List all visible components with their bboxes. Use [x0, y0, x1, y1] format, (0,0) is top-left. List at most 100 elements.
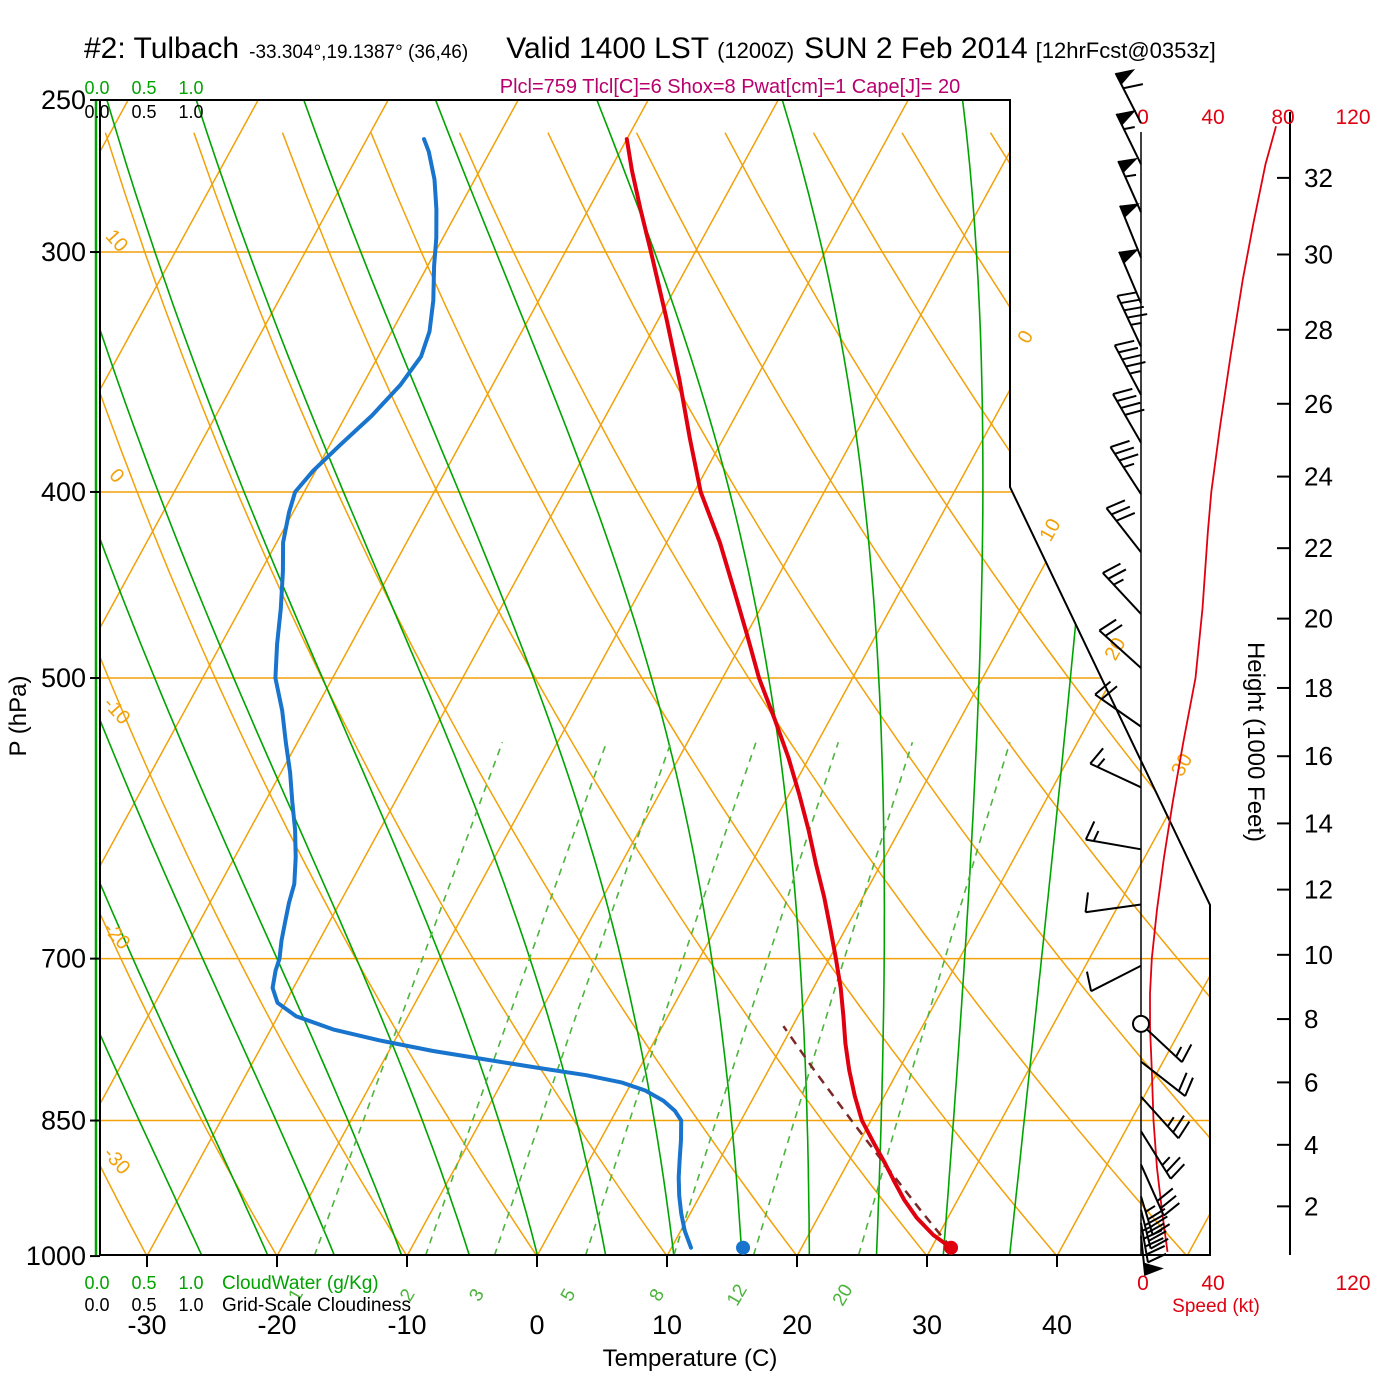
mixing-ratio-label: 3: [465, 1285, 488, 1305]
pressure-tick-label: 250: [41, 85, 86, 115]
wind-barb-staff: [1140, 1130, 1172, 1180]
wind-barb-halffeather: [1123, 126, 1135, 131]
height-tick-label: 6: [1304, 1067, 1318, 1097]
wind-barb-feather: [1177, 1072, 1188, 1092]
wind-barb-staff: [1112, 393, 1142, 444]
height-tick-label: 20: [1304, 604, 1333, 634]
speed-axis-title: Speed (kt): [1172, 1296, 1260, 1317]
wind-barb-feather: [1085, 971, 1093, 992]
wind-barb-staff: [1140, 1095, 1180, 1139]
height-axis-title: Height (1000 Feet): [1242, 642, 1269, 842]
wind-barb-staff: [1102, 572, 1142, 615]
wind-barb-halffeather: [1145, 1205, 1156, 1213]
plot-border: [99, 99, 1211, 1256]
mixing-ratio-label: 8: [646, 1285, 669, 1305]
wind-barb-feather: [1147, 1252, 1167, 1264]
cloudiness-tick-bottom: 0.5: [131, 1295, 156, 1315]
height-tick-label: 16: [1304, 741, 1333, 771]
isotherm-label: 20: [1101, 634, 1131, 664]
mixing-ratio-label: 5: [557, 1285, 580, 1305]
valid-date: SUN 2 Feb 2014: [804, 32, 1028, 65]
height-tick-label: 28: [1304, 315, 1333, 345]
wind-barb-feather: [1147, 1207, 1166, 1221]
wind-barb-feather: [1148, 1230, 1167, 1242]
wind-barb-feather: [1159, 1194, 1177, 1210]
station-title: #2: Tulbach: [84, 32, 240, 65]
wind-barb-feather: [1106, 499, 1126, 510]
wind-barb-staff: [1085, 903, 1142, 914]
wind-barb-staff: [1140, 1235, 1147, 1276]
wind-barb-feather: [1117, 291, 1138, 297]
wind-barb-halffeather: [1175, 1046, 1183, 1058]
wind-barb-halffeather: [1141, 1225, 1153, 1232]
wind-barbs: [1084, 68, 1194, 1276]
wind-barb-halffeather: [1129, 370, 1141, 375]
pressure-tick-label: 400: [41, 477, 86, 507]
surface-dewpoint-dot: [736, 1240, 751, 1255]
wind-barb-feather: [1084, 892, 1089, 913]
wind-barb-staff: [1140, 1060, 1186, 1097]
wind-barb-feather: [1123, 305, 1144, 312]
speed-tick-bottom: 0: [1137, 1272, 1149, 1295]
wind-barb-staff: [1114, 72, 1142, 124]
wind-barb-halffeather: [1123, 462, 1135, 469]
cloudwater-tick-bottom: 1.0: [178, 1273, 203, 1293]
wind-barb-feather: [1120, 401, 1141, 409]
wind-barb-staff: [1089, 762, 1142, 789]
height-tick-label: 2: [1304, 1191, 1318, 1221]
wind-barb-staff: [1098, 629, 1142, 669]
wind-barb-staff: [1109, 446, 1142, 495]
wind-barb-feather: [1184, 1077, 1194, 1097]
forecast-tag: [12hrFcst@0353z]: [1035, 38, 1216, 63]
wind-barb-feather: [1172, 1115, 1185, 1133]
isotherm-label: 10: [1035, 515, 1065, 545]
wind-barb-halffeather: [1130, 321, 1142, 326]
wind-barb-halffeather: [1096, 757, 1106, 768]
wind-barb-staff: [1140, 1023, 1183, 1063]
wind-barb-flag: [1119, 248, 1139, 264]
cloudiness-axis-title: Grid-Scale Cloudiness: [222, 1295, 411, 1316]
parcel-path: [782, 1025, 952, 1249]
wind-barb-feather: [1094, 680, 1112, 696]
isotherm-label: 0: [1014, 327, 1039, 347]
dewpoint-trace: [270, 137, 693, 1250]
wind-barb-staff: [1090, 964, 1142, 993]
cloudiness-tick-top: 1.0: [178, 102, 203, 122]
wind-barb-feather: [1177, 1120, 1191, 1139]
speed-tick-top: 120: [1335, 106, 1370, 129]
height-tick-label: 32: [1304, 163, 1333, 193]
wind-barb-feather: [1163, 1202, 1180, 1217]
wind-barb-flag: [1115, 68, 1136, 85]
wind-barb-feather: [1124, 408, 1145, 416]
wind-barb-flag: [1116, 110, 1137, 126]
surface-temperature-dot: [944, 1240, 959, 1255]
speed-tick-bottom: 40: [1201, 1272, 1224, 1295]
cloudwater-tick-top: 0.0: [84, 78, 109, 98]
wind-barb-feather: [1165, 1156, 1181, 1173]
wind-barb-staff: [1118, 251, 1142, 304]
pressure-tick-label: 700: [41, 944, 86, 974]
chart-title: #2: Tulbach -33.304°,19.1387° (36,46) Va…: [84, 32, 1216, 66]
wind-barb-feather: [1146, 1222, 1165, 1234]
pressure-axis-title: P (hPa): [5, 676, 32, 757]
wind-barb-feather: [1114, 446, 1135, 455]
wind-speed-profile: [1149, 126, 1277, 1253]
wind-barb-feather: [1098, 618, 1117, 632]
temperature-tick-label: 40: [1042, 1310, 1072, 1340]
temperature-tick-label: -20: [257, 1310, 296, 1340]
height-tick-label: 30: [1304, 239, 1333, 269]
height-tick-label: 8: [1304, 1004, 1318, 1034]
cloudwater-tick-top: 1.0: [178, 78, 203, 98]
wind-barb-feather: [1121, 353, 1142, 361]
temperature-trace: [624, 137, 953, 1250]
wind-barb-feather: [1150, 1238, 1169, 1250]
moist-adiabats: [100, 100, 1114, 1255]
valid-time: Valid 1400 LST: [506, 32, 710, 65]
cloudwater-tick-top: 0.5: [131, 78, 156, 98]
wind-barb-feather: [1181, 1043, 1193, 1063]
wind-barb-feather: [1127, 313, 1148, 319]
wind-barb-staff: [1140, 1222, 1149, 1263]
temperature-tick-label: 0: [529, 1310, 544, 1340]
wind-barb-halffeather: [1161, 1156, 1171, 1166]
